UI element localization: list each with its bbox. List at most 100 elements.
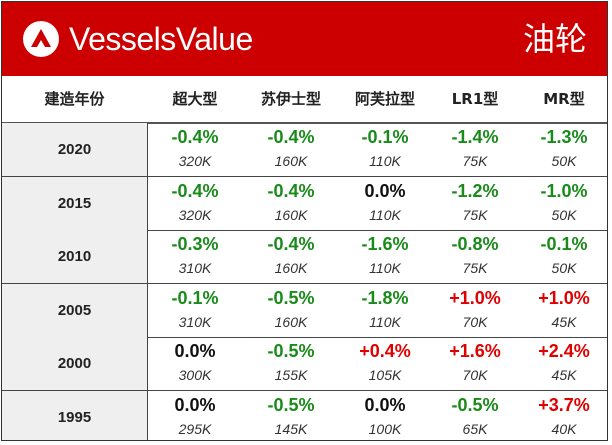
vessel-value: 110K bbox=[369, 206, 401, 223]
value-cell-aframax: 0.0% 100K bbox=[339, 391, 431, 441]
column-header-vlcc: 超大型 bbox=[172, 90, 218, 108]
percent-change: -0.4% bbox=[171, 127, 219, 147]
percent-change: -0.5% bbox=[267, 394, 315, 415]
percent-change: -0.5% bbox=[267, 341, 315, 361]
value-cell-aframax: -0.1% 110K bbox=[339, 123, 431, 176]
vessel-value: 310K bbox=[178, 313, 212, 330]
percent-change: -1.4% bbox=[451, 127, 499, 147]
value-cell-lr1: +1.6% 70K bbox=[431, 337, 519, 390]
percent-change: -1.0% bbox=[540, 180, 588, 201]
value-cell-mr: +3.7% 40K bbox=[519, 391, 607, 441]
vessel-value: 160K bbox=[274, 153, 308, 169]
vessel-value: 100K bbox=[368, 420, 402, 437]
value-cell-vlcc: -0.3% 310K bbox=[147, 230, 243, 283]
value-cell-suezmax: -0.5% 145K bbox=[243, 391, 339, 441]
column-header-build-year: 建造年份 bbox=[44, 90, 105, 108]
value-cell-vlcc: -0.1% 310K bbox=[147, 284, 243, 337]
table-row: 2010 -0.3% 310K -0.4% 160K -1.6% 110K -0.8% 75K -… bbox=[2, 230, 607, 284]
table-row: 1995 0.0% 295K -0.5% 145K 0.0% 100K -0.5% 65K +3.… bbox=[2, 390, 607, 441]
build-year: 2005 bbox=[57, 301, 92, 319]
percent-change: +1.0% bbox=[449, 287, 501, 308]
percent-change: -0.1% bbox=[540, 234, 588, 254]
vessel-value: 45K bbox=[551, 313, 577, 330]
brand-name: VesselsValue bbox=[69, 21, 253, 57]
build-year: 2015 bbox=[57, 194, 92, 212]
vessel-value: 145K bbox=[274, 420, 308, 437]
vessel-value: 295K bbox=[178, 420, 212, 437]
column-header-suezmax: 苏伊士型 bbox=[260, 90, 321, 108]
percent-change: -0.4% bbox=[267, 127, 315, 147]
build-year: 2020 bbox=[57, 141, 92, 158]
vessel-value: 320K bbox=[178, 153, 212, 169]
build-year-cell: 2020 bbox=[2, 123, 148, 176]
value-cell-mr: +1.0% 45K bbox=[519, 284, 607, 337]
value-cell-suezmax: -0.4% 160K bbox=[243, 177, 339, 230]
value-cell-suezmax: -0.4% 160K bbox=[243, 230, 339, 283]
percent-change: -1.3% bbox=[540, 127, 588, 147]
sector-title: 油轮 bbox=[522, 20, 587, 58]
value-cell-aframax: +0.4% 105K bbox=[339, 337, 431, 390]
percent-change: -0.5% bbox=[267, 287, 315, 308]
value-cell-aframax: -1.6% 110K bbox=[339, 230, 431, 283]
build-year-cell: 2010 bbox=[2, 230, 148, 283]
percent-change: -1.8% bbox=[361, 287, 409, 308]
column-header-mr: MR型 bbox=[543, 90, 585, 108]
value-cell-suezmax: -0.5% 160K bbox=[243, 284, 339, 337]
percent-change: 0.0% bbox=[364, 394, 406, 415]
build-year: 1995 bbox=[57, 408, 92, 426]
build-year-cell: 2000 bbox=[2, 337, 148, 390]
value-cell-aframax: 0.0% 110K bbox=[339, 177, 431, 230]
build-year: 2010 bbox=[57, 248, 92, 265]
value-cell-lr1: -1.2% 75K bbox=[431, 177, 519, 230]
percent-change: +0.4% bbox=[359, 341, 411, 361]
vesselsvalue-logo-icon bbox=[23, 21, 59, 57]
value-cell-lr1: -1.4% 75K bbox=[431, 123, 519, 176]
vessel-value: 160K bbox=[274, 313, 308, 330]
percent-change: +3.7% bbox=[538, 394, 590, 415]
percent-change: -0.5% bbox=[451, 394, 499, 415]
vessel-value: 45K bbox=[551, 367, 577, 383]
build-year-cell: 2005 bbox=[2, 283, 148, 337]
value-cell-mr: +2.4% 45K bbox=[519, 337, 607, 390]
vessel-value: 155K bbox=[274, 367, 308, 383]
value-cell-vlcc: -0.4% 320K bbox=[147, 123, 243, 176]
value-cell-mr: -0.1% 50K bbox=[519, 230, 607, 283]
column-header-lr1: LR1型 bbox=[451, 90, 499, 108]
percent-change: -0.1% bbox=[171, 287, 219, 308]
vessel-value: 40K bbox=[551, 420, 577, 437]
percent-change: -0.4% bbox=[267, 180, 315, 201]
vessel-value: 105K bbox=[368, 367, 402, 383]
vessel-value: 75K bbox=[462, 153, 488, 169]
table-row: 2005 -0.1% 310K -0.5% 160K -1.8% 110K +1.0% 70K +… bbox=[2, 283, 607, 338]
vessel-value: 110K bbox=[369, 153, 401, 169]
vessel-value: 50K bbox=[551, 206, 577, 223]
table-row: 2000 0.0% 300K -0.5% 155K +0.4% 105K +1.6% 70K +2… bbox=[2, 337, 607, 391]
value-cell-suezmax: -0.4% 160K bbox=[243, 123, 339, 176]
value-cell-mr: -1.3% 50K bbox=[519, 123, 607, 176]
table-row: 2020 -0.4% 320K -0.4% 160K -0.1% 110K -1.4% 75K -… bbox=[2, 123, 607, 177]
vessel-value: 65K bbox=[462, 420, 488, 437]
build-year: 2000 bbox=[57, 355, 92, 372]
vessel-value: 160K bbox=[274, 206, 308, 223]
percent-change: -0.4% bbox=[171, 180, 219, 201]
percent-change: -0.1% bbox=[361, 127, 409, 147]
percent-change: 0.0% bbox=[364, 180, 406, 201]
vessel-value: 75K bbox=[462, 260, 488, 276]
build-year-cell: 1995 bbox=[2, 390, 148, 440]
vessel-value: 75K bbox=[462, 206, 488, 223]
percent-change: +2.4% bbox=[538, 341, 590, 361]
vessel-value: 310K bbox=[178, 260, 212, 276]
percent-change: -0.8% bbox=[451, 234, 499, 254]
percent-change: 0.0% bbox=[174, 341, 216, 361]
vessel-value: 70K bbox=[462, 313, 488, 330]
vessel-value: 110K bbox=[369, 260, 401, 276]
value-cell-mr: -1.0% 50K bbox=[519, 177, 607, 230]
vessel-value: 160K bbox=[274, 260, 308, 276]
value-cell-vlcc: -0.4% 320K bbox=[147, 177, 243, 230]
table-row: 2015 -0.4% 320K -0.4% 160K 0.0% 110K -1.2% 75K -1… bbox=[2, 176, 607, 231]
vessel-value: 320K bbox=[178, 206, 212, 223]
column-header-row: 建造年份 超大型 苏伊士型 阿芙拉型 LR1型 MR型 bbox=[2, 76, 607, 124]
percent-change: -0.3% bbox=[171, 234, 219, 254]
vessel-value: 50K bbox=[551, 153, 577, 169]
percent-change: -0.4% bbox=[267, 234, 315, 254]
